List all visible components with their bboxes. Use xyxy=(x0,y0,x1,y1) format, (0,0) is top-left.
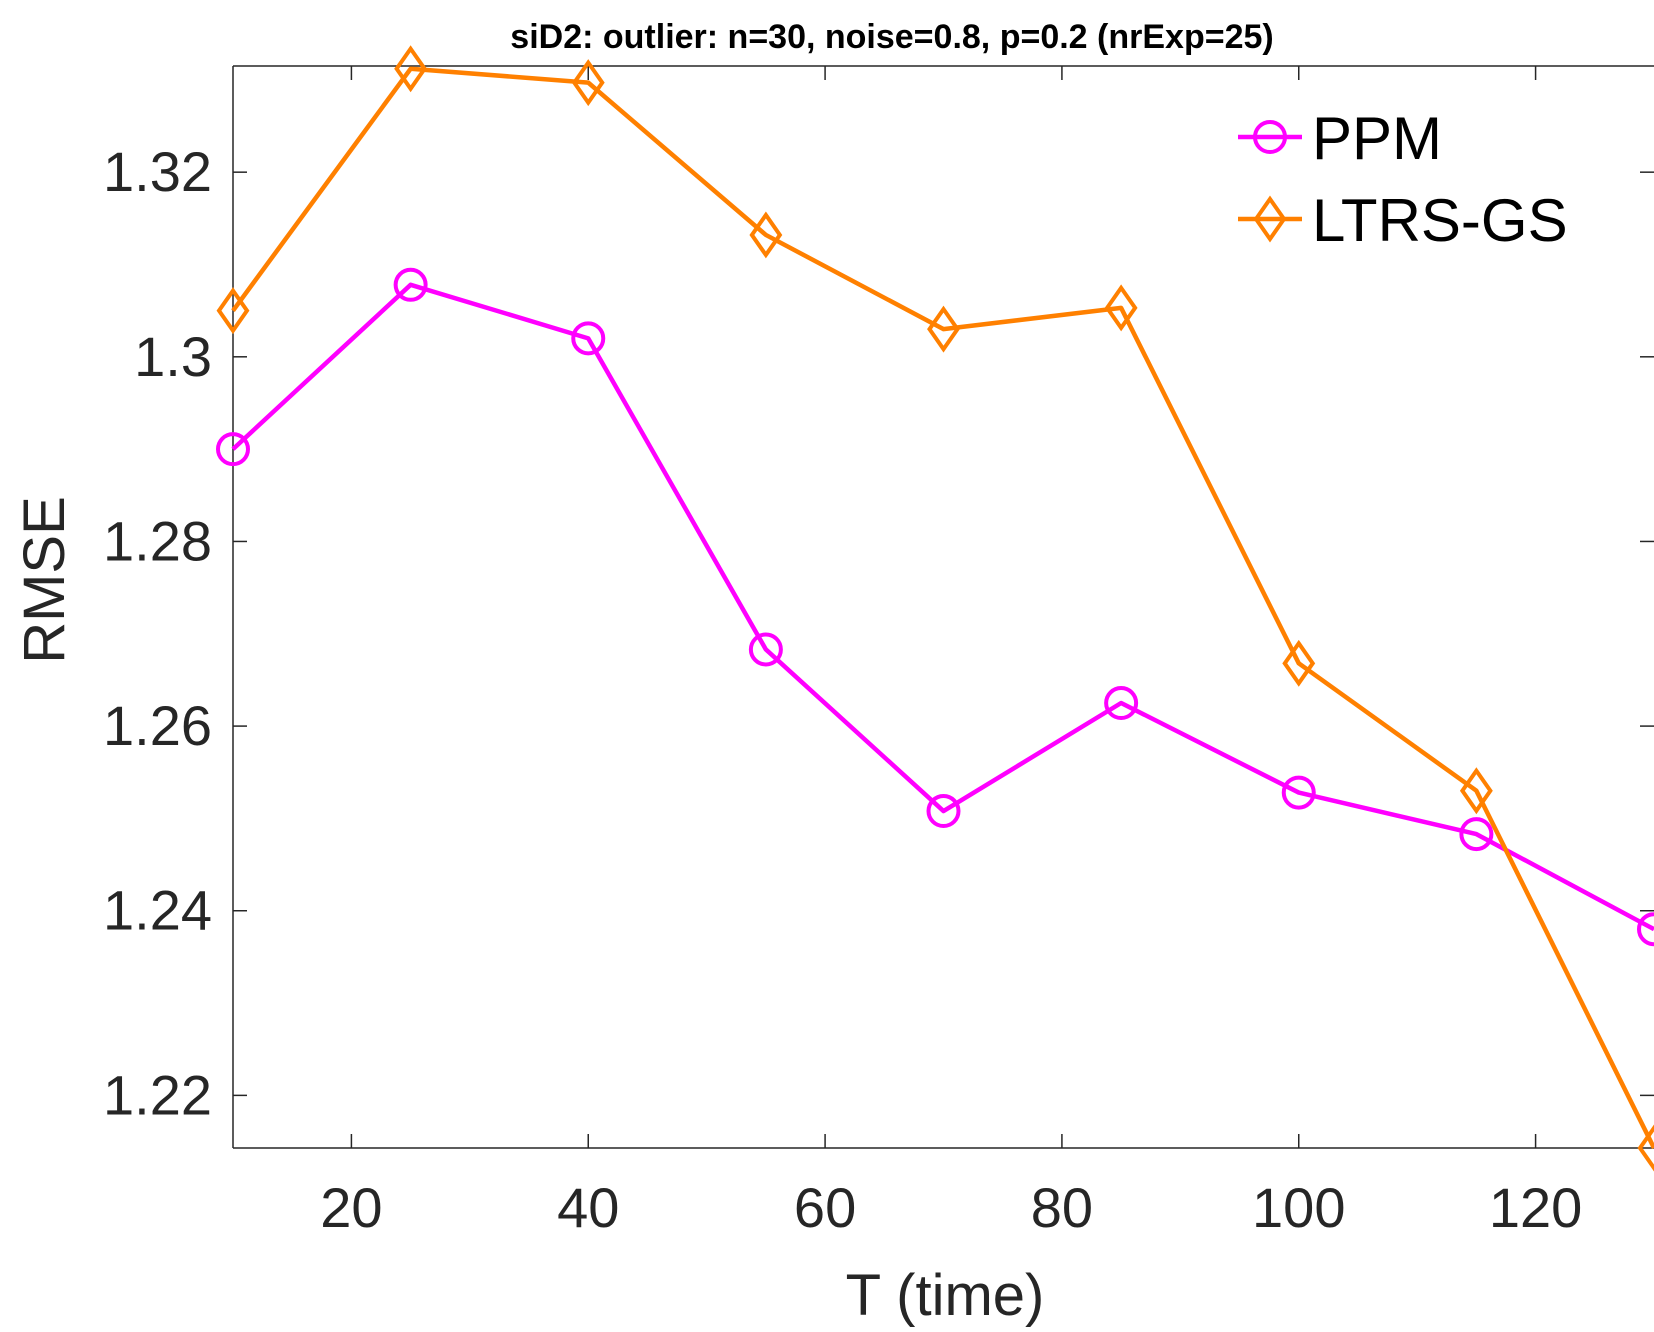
x-axis-label: T (time) xyxy=(846,1263,1045,1327)
legend-item: PPM xyxy=(1238,105,1442,172)
data-point xyxy=(394,45,428,93)
x-tick-label: 20 xyxy=(320,1176,382,1239)
y-tick-label: 1.22 xyxy=(103,1063,212,1126)
data-point xyxy=(1637,912,1654,947)
data-point xyxy=(216,432,250,467)
series-line xyxy=(231,282,1654,932)
x-tick-label: 60 xyxy=(794,1176,856,1239)
data-point xyxy=(571,321,606,356)
data-point xyxy=(1459,767,1493,815)
y-axis-label: RMSE xyxy=(12,496,77,664)
data-point xyxy=(1282,639,1316,687)
x-tick-label: 40 xyxy=(557,1176,619,1239)
y-tick-label: 1.24 xyxy=(103,879,212,942)
data-point xyxy=(748,632,783,667)
data-point xyxy=(1104,686,1139,721)
series-ltrs-gs xyxy=(216,45,1654,1172)
chart-title: siD2: outlier: n=30, noise=0.8, p=0.2 (n… xyxy=(510,18,1273,56)
legend-item: LTRS-GS xyxy=(1238,187,1568,254)
legend-marker xyxy=(1253,120,1287,154)
plot-area xyxy=(216,45,1654,1172)
y-tick-label: 1.32 xyxy=(103,140,212,203)
data-point xyxy=(216,287,250,335)
legend: PPM LTRS-GS xyxy=(1238,105,1568,254)
data-point xyxy=(393,267,428,302)
x-tick-label: 100 xyxy=(1252,1176,1345,1239)
x-tick-label: 80 xyxy=(1031,1176,1093,1239)
data-point xyxy=(927,305,960,353)
data-point xyxy=(1281,775,1316,810)
y-tick-label: 1.28 xyxy=(103,509,212,572)
data-point xyxy=(1459,817,1494,852)
legend-marker xyxy=(1253,195,1287,243)
y-tick-label: 1.3 xyxy=(134,325,212,388)
legend-label: LTRS-GS xyxy=(1312,187,1568,254)
series-line xyxy=(231,66,1654,1150)
data-point xyxy=(1637,1124,1654,1172)
legend-label: PPM xyxy=(1312,105,1442,172)
data-point xyxy=(926,794,961,829)
data-point xyxy=(571,59,605,107)
series-ppm xyxy=(216,267,1654,947)
axes: 20 40 60 80 100 120 1.22 1.24 1.26 1.28 1.3 1.32 xyxy=(103,65,1654,1239)
y-tick-label: 1.26 xyxy=(103,694,212,757)
data-point xyxy=(1104,284,1138,332)
x-tick-label: 120 xyxy=(1489,1176,1582,1239)
data-point xyxy=(749,211,783,259)
